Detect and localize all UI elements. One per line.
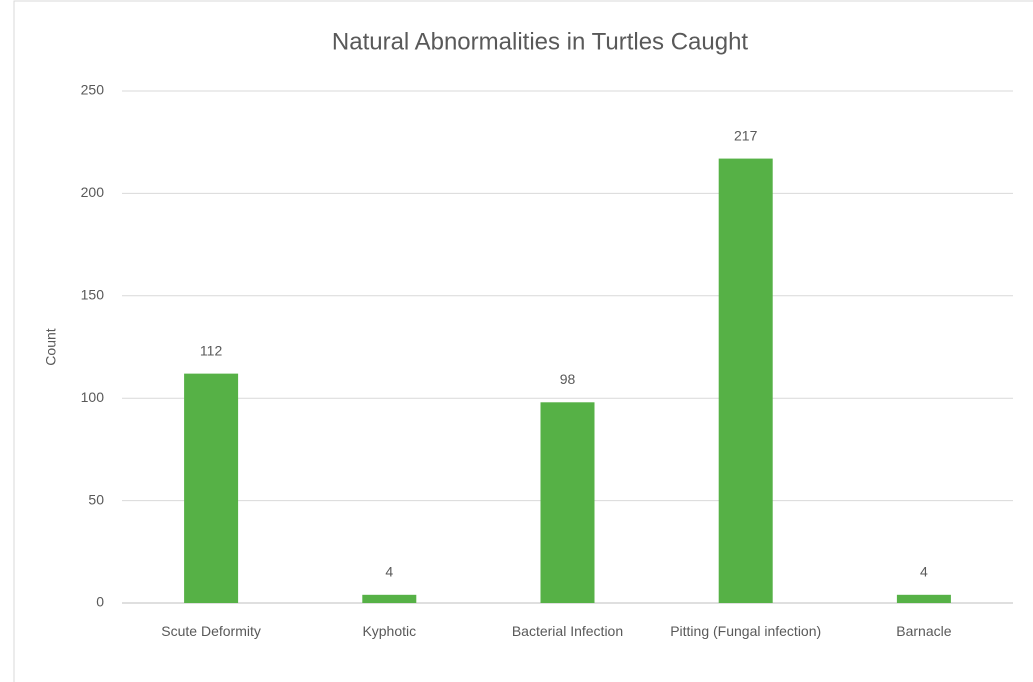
data-label: 112 <box>200 342 223 358</box>
chart-frame <box>13 0 1033 682</box>
bar <box>362 594 417 603</box>
bar <box>540 402 595 603</box>
x-tick-label: Kyphotic <box>362 623 417 639</box>
y-tick-label: 50 <box>88 491 104 507</box>
y-tick-label: 100 <box>81 389 105 405</box>
y-tick-label: 200 <box>81 184 105 200</box>
data-label: 217 <box>734 127 758 143</box>
y-tick-label: 0 <box>96 594 104 610</box>
data-label: 4 <box>920 564 928 580</box>
data-label: 98 <box>560 371 576 387</box>
data-label: 4 <box>385 564 393 580</box>
y-tick-label: 250 <box>81 82 105 98</box>
bar <box>896 594 951 603</box>
x-tick-label: Barnacle <box>896 623 952 639</box>
bar <box>184 373 239 603</box>
bar <box>718 158 773 604</box>
y-axis-label: Count <box>43 328 59 365</box>
x-tick-label: Bacterial Infection <box>511 623 624 639</box>
y-tick-label: 150 <box>81 287 105 303</box>
x-tick-label: Scute Deformity <box>161 623 261 639</box>
chart-title: Natural Abnormalities in Turtles Caught <box>332 28 749 55</box>
x-tick-label: Pitting (Fungal infection) <box>670 623 822 639</box>
